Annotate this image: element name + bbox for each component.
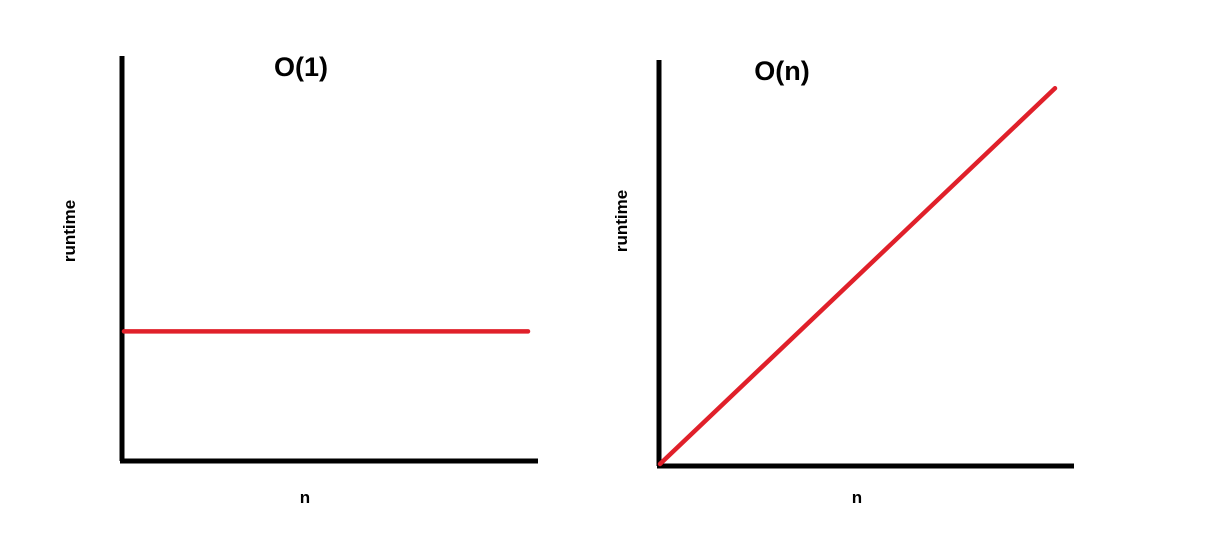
chart-constant-xlabel: n <box>300 488 310 507</box>
chart-linear-ylabel: runtime <box>612 190 631 252</box>
chart-linear-series <box>657 86 1058 467</box>
chart-constant-title: O(1) <box>274 52 328 82</box>
series-line-1-0 <box>657 86 1058 467</box>
chart-linear-title: O(n) <box>754 56 809 86</box>
chart-linear-xlabel: n <box>852 488 862 507</box>
chart-linear: O(n) n runtime <box>612 56 1074 507</box>
chart-constant-ylabel: runtime <box>60 200 79 262</box>
chart-constant: O(1) n runtime <box>60 52 538 507</box>
